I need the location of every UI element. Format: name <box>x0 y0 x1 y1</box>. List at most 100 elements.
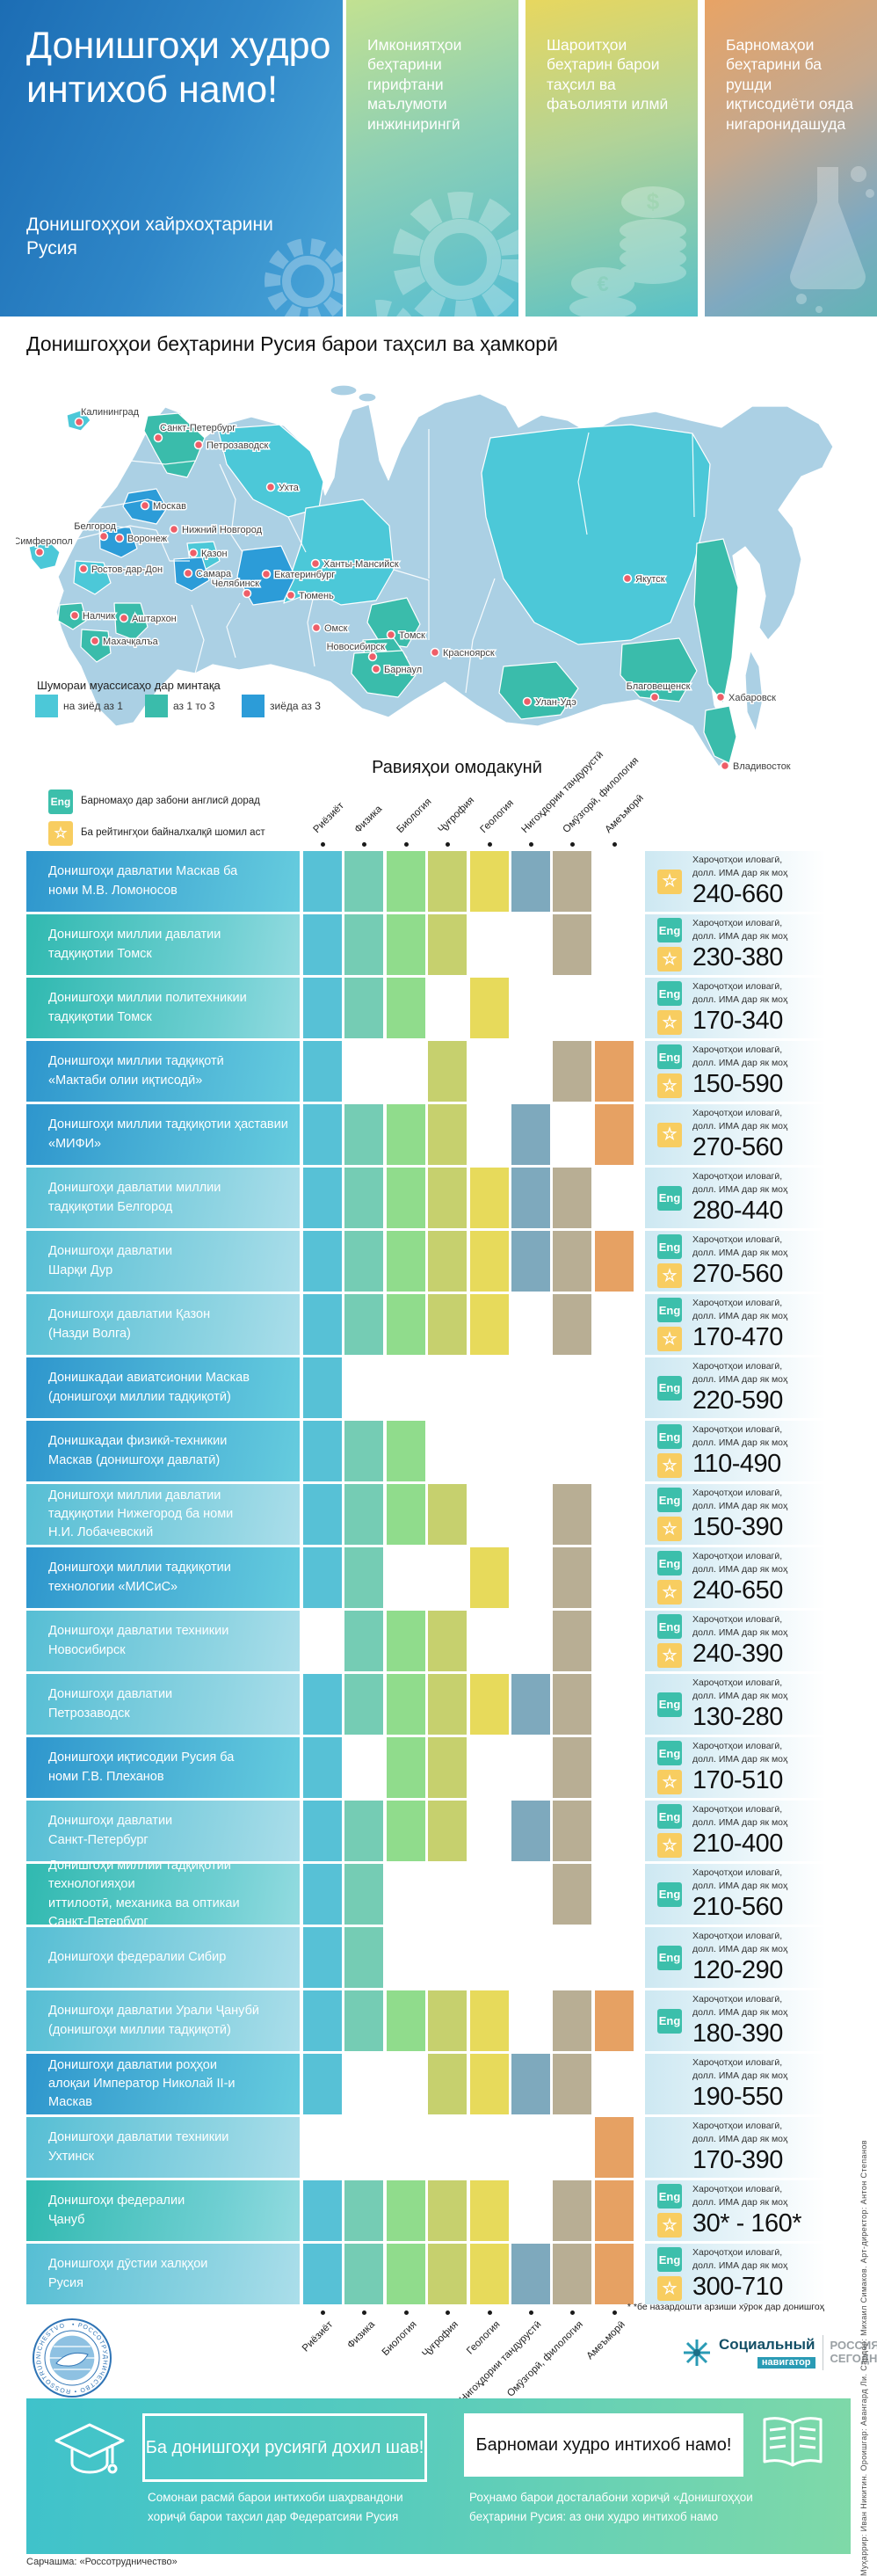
subject-cell-6 <box>511 1168 550 1228</box>
subject-cell-2 <box>344 1674 384 1735</box>
social-navigator-logo[interactable]: Социальный навигатор РОССИЯ СЕГОДНЯ <box>682 2335 877 2370</box>
subject-cell-4 <box>428 1737 467 1798</box>
subject-cell-7 <box>553 1611 592 1671</box>
column-dot <box>612 2310 617 2315</box>
city-dot <box>386 629 396 640</box>
subject-cell-1 <box>303 1547 342 1608</box>
cost-panel: Eng ☆ Хароҷотҳои иловагӣ, долл. ИМА дар як … <box>645 2180 851 2241</box>
table-title: Равияҳои омодакунӣ <box>372 758 542 777</box>
legend-label: на зиёд аз 1 <box>63 700 123 712</box>
subject-cell-8 <box>594 2244 634 2304</box>
cost-panel: Eng ☆ Хароҷотҳои иловагӣ, долл. ИМА дар як … <box>645 2244 851 2304</box>
column-dot <box>487 2310 492 2315</box>
eng-badge-icon: Eng <box>657 918 682 942</box>
cost-label: долл. ИМА дар як моҳ <box>692 1880 788 1891</box>
map-section-title: Донишгоҳҳои беҳтарини Русия барои таҳсил… <box>26 332 558 355</box>
cost-panel: Eng Хароҷотҳои иловагӣ, долл. ИМА дар як м… <box>645 1864 851 1925</box>
cost-panel: Eng ☆ Хароҷотҳои иловагӣ, долл. ИМА дар як … <box>645 1484 851 1545</box>
cost-value: 270-560 <box>692 1259 783 1288</box>
cost-panel: ☆ Хароҷотҳои иловагӣ, долл. ИМА дар як моҳ… <box>645 1104 851 1165</box>
table-row: Донишгоҳи давлатии техникии Новосибирск E… <box>26 1611 851 1671</box>
cost-label: Хароҷотҳои иловагӣ, <box>692 1361 783 1372</box>
column-label: Биология <box>395 797 434 835</box>
subject-cell-1 <box>303 1927 342 1988</box>
subject-cell-3 <box>386 914 425 975</box>
cost-value: 220-590 <box>692 1386 783 1415</box>
city-dot <box>311 622 322 633</box>
map-island-sakhalin <box>744 650 764 732</box>
cost-label: Хароҷотҳои иловагӣ, <box>692 2121 783 2132</box>
cost-label: Хароҷотҳои иловагӣ, <box>692 1044 783 1056</box>
city-dot <box>74 417 84 427</box>
russia-map: Калининград Санкт-Петербург Петрозаводск Ух… <box>12 376 861 774</box>
cost-label: Хароҷотҳои иловагӣ, <box>692 1994 783 2005</box>
cta-program-button[interactable]: Барномаи худро интихоб намо! <box>464 2413 743 2477</box>
column-label: Геология <box>464 2319 503 2357</box>
subject-cell-4 <box>428 2180 467 2241</box>
subject-cell-6 <box>511 1801 550 1861</box>
subject-cell-5 <box>469 1168 509 1228</box>
university-name: Донишгоҳи давлатии роҳҳои алоқаи Императ… <box>26 2054 300 2114</box>
cost-label: Хароҷотҳои иловагӣ, <box>692 1488 783 1499</box>
subject-cell-1 <box>303 1168 342 1228</box>
subject-cell-1 <box>303 2244 342 2304</box>
cost-value: 230-380 <box>692 942 783 971</box>
subject-cell-7 <box>553 1864 592 1925</box>
map-region <box>113 602 149 641</box>
badges: Eng ☆ <box>657 1801 682 1861</box>
subject-cell-6 <box>511 851 550 912</box>
socnav-word2: навигатор <box>757 2356 815 2369</box>
table-footnote: * *бе назардошти арзиши хӯрок дар донишг… <box>627 2302 824 2312</box>
subject-cell-2 <box>344 1927 384 1988</box>
header-block-engineering: Имкониятҳои беҳтарини гирифтани маълумот… <box>346 0 518 317</box>
subject-cell-2 <box>344 2244 384 2304</box>
subject-cell-7 <box>553 1990 592 2051</box>
cost-panel: Eng ☆ Хароҷотҳои иловагӣ, долл. ИМА дар як … <box>645 1231 851 1292</box>
badges: Eng <box>657 1357 682 1418</box>
university-name: Донишгоҳи миллии тадқиқотии технологии «… <box>26 1547 300 1608</box>
column-label: Геология <box>478 797 516 835</box>
subject-cell-7 <box>553 2244 592 2304</box>
table-row: Донишгоҳи давлатии Урали Ҷанубӣ (донишго… <box>26 1990 851 2051</box>
cost-label: долл. ИМА дар як моҳ <box>692 1120 788 1132</box>
cost-label: долл. ИМА дар як моҳ <box>692 930 788 942</box>
city-dot <box>140 500 150 511</box>
column-label: Амеъморӣ <box>603 792 646 835</box>
subject-cell-2 <box>344 1484 384 1545</box>
cost-label: Хароҷотҳои иловагӣ, <box>692 981 783 993</box>
university-name: Донишкадаи физикӣ-техникии Маскав (дониш… <box>26 1421 300 1481</box>
eng-badge-legend-label: Барномаҳо дар забони англисӣ дорад <box>81 796 260 806</box>
badges: Eng ☆ <box>657 2244 682 2304</box>
subject-cell-3 <box>386 851 425 912</box>
subject-cell-3 <box>386 1421 425 1481</box>
cta-enroll-button[interactable]: Ба донишгоҳи русиягӣ дохил шав! <box>142 2413 427 2482</box>
cost-label: Хароҷотҳои иловагӣ, <box>692 1424 783 1436</box>
cost-panel: Eng ☆ Хароҷотҳои иловагӣ, долл. ИМА дар як … <box>645 1611 851 1671</box>
map-region <box>703 705 737 764</box>
table-row: Донишгоҳи федералии Ҷануб Eng ☆ Хароҷотҳои … <box>26 2180 851 2241</box>
page-subtitle: Донишгоҳҳои хайрхоҳтарини Русия <box>26 215 273 259</box>
table-row: Донишгоҳи давлатии роҳҳои алоқаи Императ… <box>26 2054 851 2114</box>
cost-value: 30* - 160* <box>692 2209 802 2238</box>
subject-cell-3 <box>386 1294 425 1355</box>
rossotrudnichestvo-logo[interactable]: • РОССОТРУДНИЧЕСТВО • ROSSOTRUDNICHESTVO <box>32 2318 112 2398</box>
legend-swatch <box>145 695 168 717</box>
cost-label: долл. ИМА дар як моҳ <box>692 1183 788 1195</box>
city-dot <box>78 564 89 574</box>
subject-cell-2 <box>344 1611 384 1671</box>
cost-panel: Eng ☆ Хароҷотҳои иловагӣ, долл. ИМА дар як … <box>645 914 851 975</box>
city-label: Томск <box>399 630 425 641</box>
subject-cell-7 <box>553 1231 592 1292</box>
map-region <box>366 597 421 648</box>
cost-label: Хароҷотҳои иловагӣ, <box>692 1614 783 1626</box>
subject-cell-1 <box>303 1801 342 1861</box>
table-row: Донишгоҳи давлатии Петрозаводск Eng Хароҷо… <box>26 1674 851 1735</box>
eng-badge-icon: Eng <box>48 790 73 814</box>
cost-value: 240-650 <box>692 1575 783 1605</box>
cost-label: Хароҷотҳои иловагӣ, <box>692 1171 783 1182</box>
column-dot <box>403 842 409 847</box>
cost-label: долл. ИМА дар як моҳ <box>692 2259 788 2271</box>
map-region <box>80 629 112 663</box>
university-name: Донишгоҳи миллии давлатии тадқиқотии Ниж… <box>26 1484 300 1545</box>
subject-cell-4 <box>428 1168 467 1228</box>
